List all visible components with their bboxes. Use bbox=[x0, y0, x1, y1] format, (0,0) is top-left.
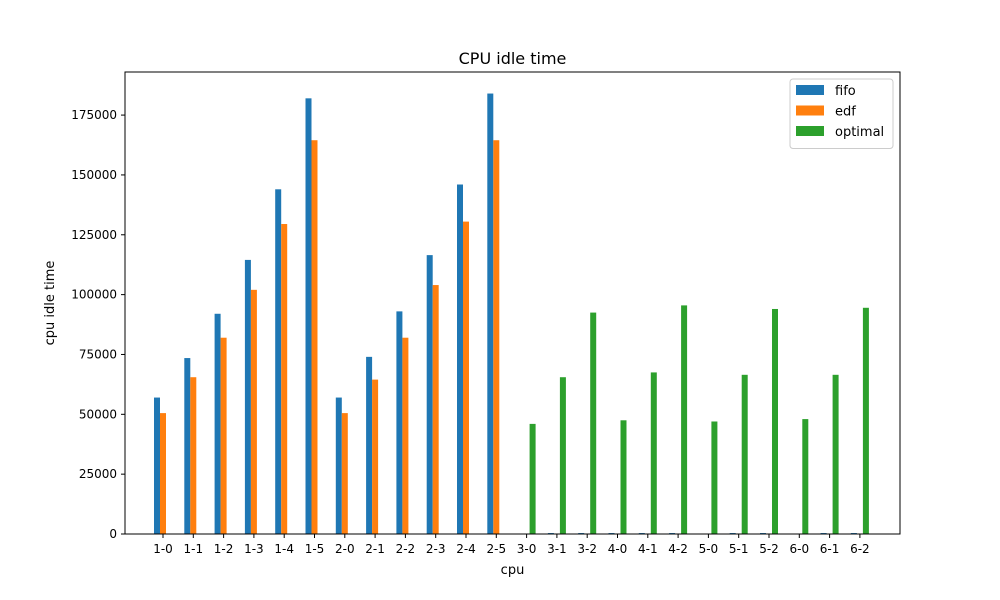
bar-fifo-1-1 bbox=[184, 358, 191, 534]
bar-fifo-2-0 bbox=[335, 397, 342, 534]
legend-swatch-optimal bbox=[796, 126, 824, 136]
y-tick-label: 25000 bbox=[79, 467, 117, 481]
bar-optimal-5-2 bbox=[772, 308, 778, 534]
bar-edf-1-0 bbox=[160, 413, 166, 534]
bar-fifo-2-1 bbox=[366, 356, 373, 534]
x-tick-label: 2-5 bbox=[486, 542, 506, 556]
y-ticks: 0 25000 50000 75000 100000 125000 150000 175000 bbox=[71, 108, 125, 541]
bar-optimal-5-0 bbox=[711, 421, 718, 534]
bar-edf-1-4 bbox=[281, 224, 288, 534]
bar-edf-2-2 bbox=[402, 337, 409, 534]
bars-layer bbox=[154, 93, 869, 535]
y-tick-label: 75000 bbox=[79, 347, 117, 361]
x-tick-label: 3-2 bbox=[577, 542, 597, 556]
y-tick-label: 175000 bbox=[71, 108, 117, 122]
bar-edf-1-5 bbox=[311, 140, 318, 534]
x-tick-label: 3-1 bbox=[547, 542, 567, 556]
bar-edf-2-5 bbox=[493, 140, 500, 534]
bar-fifo-1-2 bbox=[214, 313, 221, 534]
x-tick-label: 4-2 bbox=[668, 542, 688, 556]
legend-swatch-edf bbox=[796, 105, 824, 116]
bar-fifo-1-3 bbox=[244, 259, 251, 534]
bar-optimal-6-0 bbox=[802, 419, 809, 534]
axes-layer bbox=[124, 71, 901, 535]
x-tick-label: 5-0 bbox=[699, 542, 719, 556]
legend-label-edf: edf bbox=[835, 105, 856, 120]
y-tick-label: 150000 bbox=[71, 168, 117, 182]
legend-swatch-fifo bbox=[796, 85, 824, 95]
bar-edf-1-1 bbox=[190, 377, 197, 534]
bar-fifo-1-0 bbox=[154, 397, 160, 534]
x-tick-label: 2-2 bbox=[396, 542, 416, 556]
x-tick-label: 6-0 bbox=[789, 542, 809, 556]
legend-label-fifo: fifo bbox=[835, 84, 856, 99]
legend-label-optimal: optimal bbox=[835, 125, 884, 140]
legend: fifo edf optimal bbox=[789, 78, 894, 149]
y-tick-label: 125000 bbox=[71, 228, 117, 242]
x-tick-label: 5-1 bbox=[729, 542, 749, 556]
x-tick-label: 2-4 bbox=[456, 542, 476, 556]
x-axis-label: cpu bbox=[501, 563, 525, 578]
x-tick-label: 4-1 bbox=[638, 542, 658, 556]
bar-edf-1-3 bbox=[250, 289, 257, 534]
y-tick-label: 0 bbox=[109, 527, 117, 541]
bar-optimal-6-2 bbox=[862, 307, 869, 534]
bar-fifo-2-4 bbox=[457, 184, 463, 534]
bar-optimal-6-1 bbox=[832, 374, 839, 534]
x-tick-label: 2-1 bbox=[365, 542, 385, 556]
x-tick-label: 1-2 bbox=[214, 542, 234, 556]
x-tick-label: 2-3 bbox=[426, 542, 446, 556]
x-ticks: 1-0 1-1 1-2 1-3 1-4 1-5 2-0 2-1 2-2 2-3 2-4 2-5 3-0 3… bbox=[153, 534, 870, 556]
bar-optimal-4-0 bbox=[620, 420, 627, 534]
bar-edf-2-4 bbox=[463, 221, 469, 535]
x-tick-label: 3-0 bbox=[517, 542, 537, 556]
bar-fifo-2-3 bbox=[426, 255, 433, 534]
bar-edf-2-1 bbox=[372, 379, 379, 534]
bar-optimal-4-2 bbox=[681, 305, 688, 534]
bar-optimal-5-1 bbox=[741, 374, 748, 534]
x-tick-label: 6-1 bbox=[820, 542, 840, 556]
bar-edf-2-0 bbox=[341, 413, 348, 534]
chart-title: CPU idle time bbox=[459, 49, 567, 68]
y-axis-label: cpu idle time bbox=[43, 261, 58, 346]
bar-optimal-3-1 bbox=[559, 377, 566, 534]
x-tick-label: 1-4 bbox=[274, 542, 294, 556]
y-tick-label: 100000 bbox=[71, 288, 117, 302]
bar-optimal-4-1 bbox=[650, 372, 657, 534]
bar-optimal-3-0 bbox=[529, 423, 536, 534]
bar-optimal-3-2 bbox=[590, 312, 597, 534]
x-tick-label: 4-0 bbox=[608, 542, 628, 556]
bar-fifo-1-4 bbox=[275, 189, 282, 535]
x-tick-label: 1-0 bbox=[153, 542, 173, 556]
bar-fifo-1-5 bbox=[305, 98, 312, 534]
y-tick-label: 50000 bbox=[79, 407, 117, 421]
bar-fifo-2-2 bbox=[396, 311, 403, 534]
plot-frame bbox=[124, 71, 901, 535]
x-tick-label: 2-0 bbox=[335, 542, 355, 556]
x-tick-label: 1-3 bbox=[244, 542, 264, 556]
x-tick-label: 5-2 bbox=[759, 542, 779, 556]
bar-fifo-2-5 bbox=[487, 93, 494, 534]
x-tick-label: 1-5 bbox=[305, 542, 325, 556]
bar-edf-2-3 bbox=[432, 285, 439, 534]
x-tick-label: 6-2 bbox=[850, 542, 870, 556]
bar-edf-1-2 bbox=[220, 337, 227, 534]
x-tick-label: 1-1 bbox=[183, 542, 203, 556]
